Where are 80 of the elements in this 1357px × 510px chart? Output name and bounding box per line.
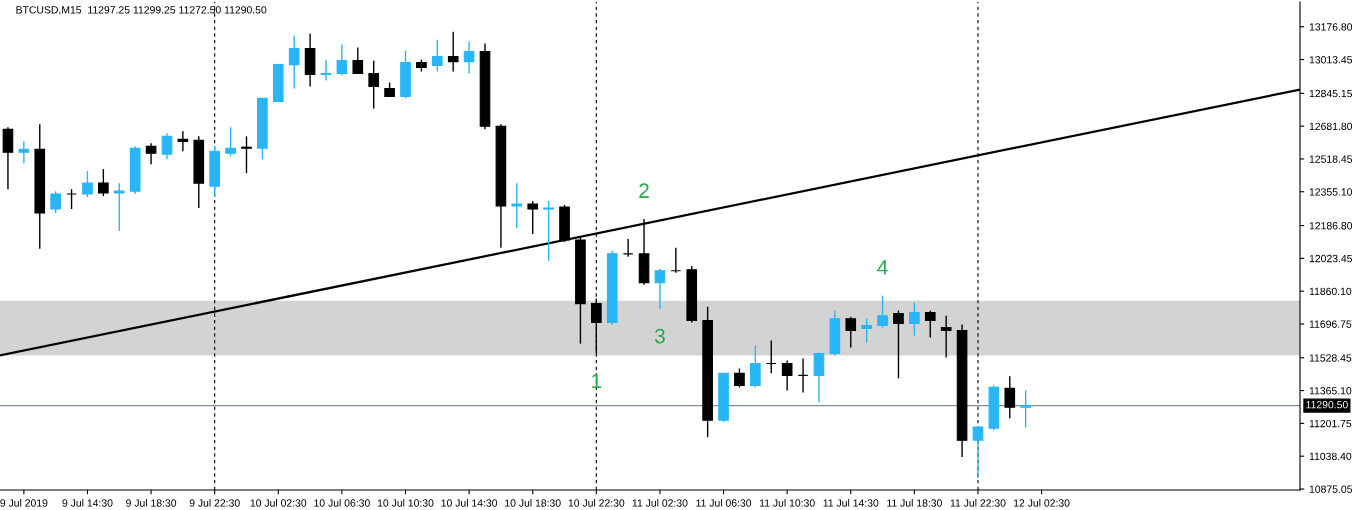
candlestick	[352, 46, 364, 75]
y-tick-label: 12186.80	[1309, 222, 1353, 230]
candlestick	[654, 267, 666, 310]
candlestick	[734, 367, 745, 389]
x-tick-label: 10 Jul 14:30	[441, 499, 498, 507]
x-tick-label: 10 Jul 06:30	[314, 499, 370, 507]
y-tick-label: 10875.05	[1309, 485, 1353, 493]
candlestick	[750, 344, 761, 389]
candlestick	[145, 142, 157, 165]
candlestick	[909, 301, 920, 337]
candlestick	[50, 190, 61, 214]
candlestick	[368, 59, 380, 110]
candlestick	[241, 135, 252, 174]
y-tick-label: 11860.10	[1309, 287, 1352, 296]
y-tick-label: 12681.80	[1309, 122, 1353, 131]
candlestick	[893, 309, 904, 380]
x-tick-label: 11 Jul 10:30	[759, 499, 815, 507]
candlestick	[18, 140, 30, 164]
candlestick	[511, 182, 523, 229]
y-tick-label: 11528.45	[1309, 354, 1352, 362]
candlestick	[288, 35, 300, 90]
candlestick	[113, 182, 125, 232]
candlestick	[66, 188, 77, 210]
x-tick-label: 10 Jul 02:30	[250, 499, 307, 507]
candlestick	[82, 170, 93, 198]
x-tick-label: 10 Jul 10:30	[377, 499, 434, 507]
x-tick-label: 10 Jul 22:30	[568, 499, 625, 507]
x-tick-label: 9 Jul 22:30	[189, 499, 240, 507]
x-tick-label: 12 Jul 02:30	[1014, 499, 1070, 507]
candlestick	[431, 39, 443, 73]
annotation: 1	[592, 373, 602, 388]
candlestick	[2, 126, 14, 190]
y-tick-label: 11038.40	[1309, 452, 1352, 461]
x-tick-label: 9 Jul 2019	[0, 499, 48, 507]
candlestick	[527, 200, 539, 235]
candlestick	[1020, 389, 1032, 428]
candlestick	[161, 132, 173, 160]
annotation: 3	[654, 328, 665, 344]
candlestick	[861, 318, 872, 344]
annotation: 2	[639, 183, 649, 198]
x-tick-label: 10 Jul 18:30	[505, 499, 561, 507]
y-tick-label: 12518.45	[1309, 155, 1353, 163]
x-tick-label: 11 Jul 14:30	[823, 499, 879, 507]
candlestick	[797, 357, 809, 394]
x-tick-label: 11 Jul 18:30	[887, 499, 942, 507]
candlestick	[1004, 375, 1016, 420]
candlestick	[972, 425, 984, 479]
candlestick	[813, 351, 825, 403]
y-tick-label: 12845.15	[1309, 89, 1353, 98]
annotation: 4	[877, 260, 888, 275]
candlestick	[765, 339, 777, 375]
ref-line-label: 11290.50	[1306, 400, 1348, 409]
candlestick	[543, 200, 554, 262]
y-tick-label: 11201.75	[1309, 419, 1352, 428]
candlestick	[924, 309, 936, 339]
x-tick-label: 9 Jul 14:30	[62, 499, 113, 507]
candlestick	[781, 359, 793, 392]
candlestick	[877, 294, 888, 329]
candlestick	[940, 314, 952, 359]
x-tick-label: 11 Jul 06:30	[696, 499, 752, 507]
candlestick	[98, 168, 109, 197]
candlestick	[845, 315, 857, 349]
candlestick	[225, 126, 236, 157]
candlestick	[447, 31, 459, 73]
y-tick-label: 11696.75	[1309, 320, 1352, 328]
candlestick	[670, 247, 682, 274]
x-tick-label: 9 Jul 18:30	[126, 499, 177, 507]
chart-title: BTCUSD,M15 11297.25 11299.25 11272.50 11290.50	[16, 6, 267, 15]
y-tick-label: 11365.10	[1309, 387, 1352, 395]
y-tick-label: 12355.10	[1309, 188, 1353, 196]
candlestick	[320, 58, 332, 82]
y-tick-label: 13176.80	[1309, 23, 1353, 31]
y-tick-label: 12023.45	[1309, 254, 1353, 263]
candlestick	[336, 43, 348, 77]
x-tick-label: 11 Jul 22:30	[950, 499, 1006, 507]
candlestick	[622, 238, 634, 258]
candlestick	[177, 130, 189, 152]
y-tick-label: 13013.45	[1309, 56, 1353, 64]
x-tick-label: 11 Jul 02:30	[632, 499, 688, 507]
candlestick	[463, 40, 475, 75]
